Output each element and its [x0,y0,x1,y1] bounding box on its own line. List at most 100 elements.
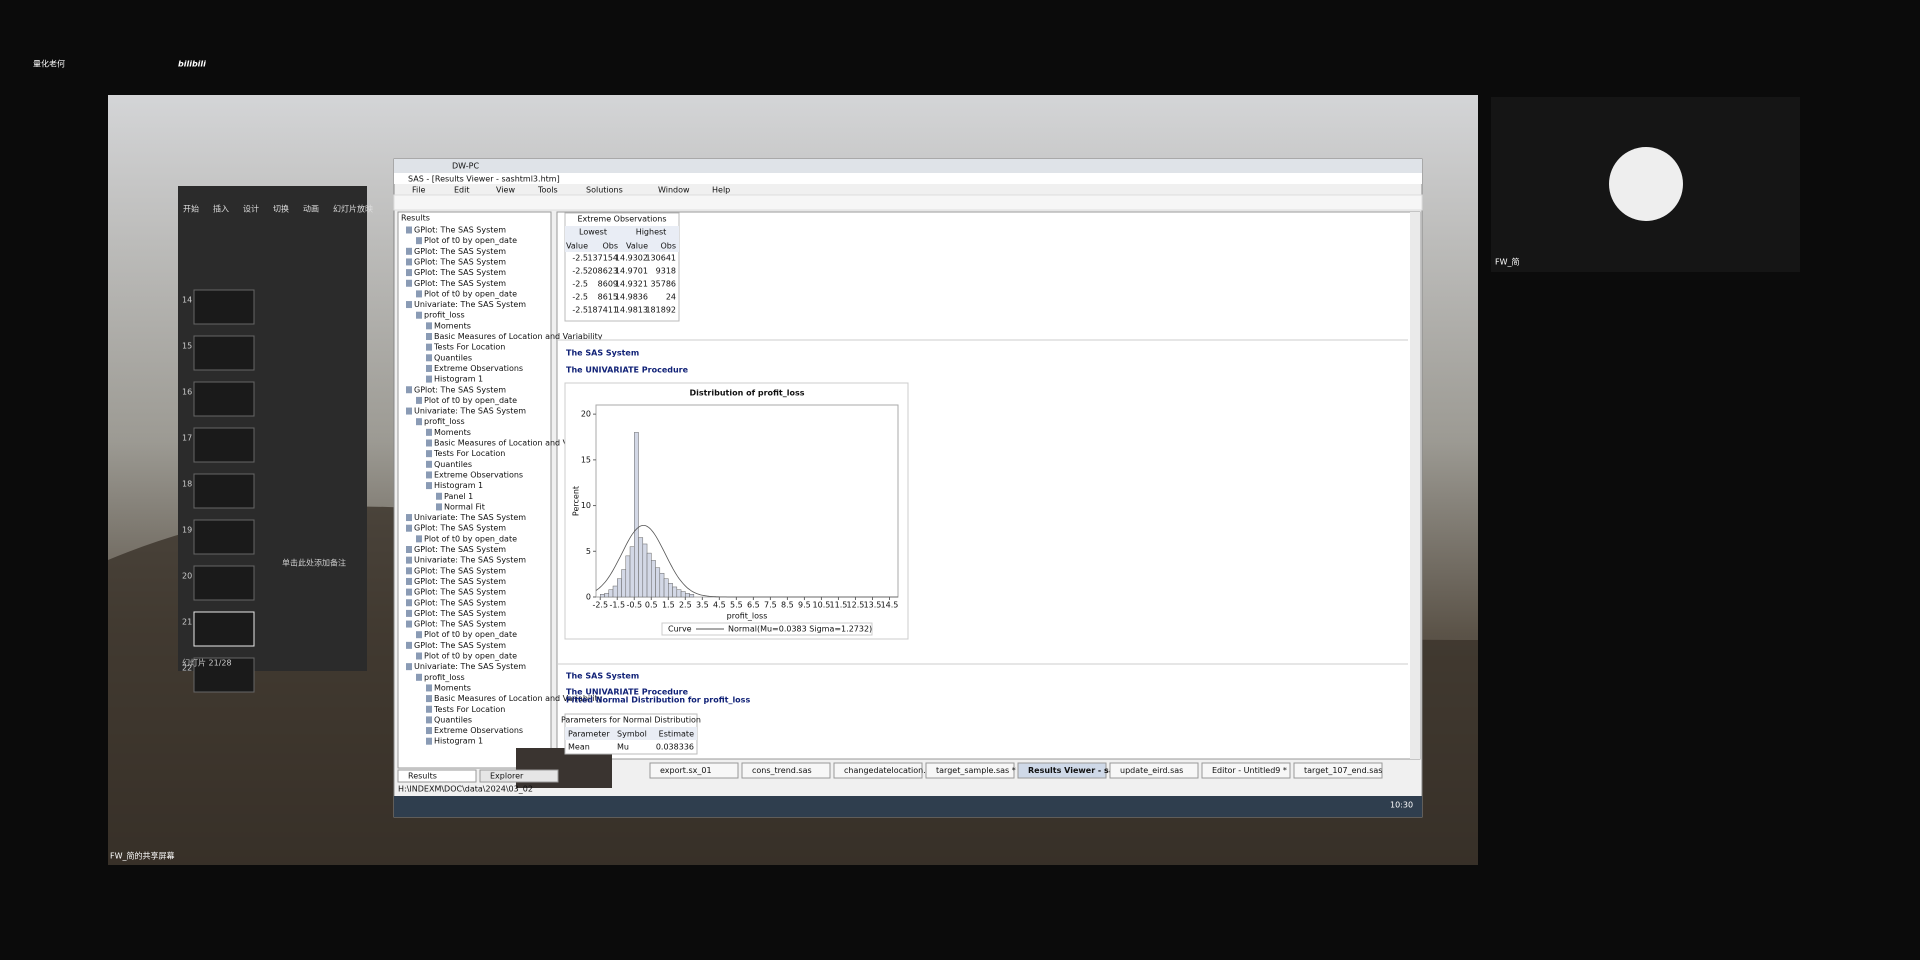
tree-item[interactable]: Histogram 1 [434,375,483,384]
tree-item[interactable]: GPlot: The SAS System [414,588,506,597]
window-tab-label[interactable]: cons_trend.sas [752,766,812,775]
tree-item[interactable]: Basic Measures of Location and Variabili… [434,332,603,341]
normal-curve [595,525,898,598]
tree-item[interactable]: Normal Fit [444,502,485,511]
tree-item[interactable]: GPlot: The SAS System [414,279,506,288]
tree-icon [426,450,432,458]
panel-tab[interactable] [397,769,477,783]
tree-item[interactable]: Basic Measures of Location and Variabili… [434,694,603,703]
tree-item[interactable]: Basic Measures of Location and Variabili… [434,439,603,448]
tree-item[interactable]: profit_loss [424,417,465,426]
ppt-tab[interactable]: 动画 [303,204,319,214]
tree-item[interactable]: GPlot: The SAS System [414,566,506,575]
panel-tab-label[interactable]: Explorer [490,772,524,781]
window-tab-label[interactable]: changedatelocation.sas [844,766,939,775]
window-tab[interactable] [1017,762,1107,779]
tree-item[interactable]: Panel 1 [444,492,473,501]
tree-item[interactable]: Plot of t0 by open_date [424,534,517,543]
tree-item[interactable]: Plot of t0 by open_date [424,396,517,405]
tree-item[interactable]: Tests For Location [433,343,505,352]
menu-item[interactable]: Solutions [586,186,623,195]
window-tab[interactable] [925,762,1015,779]
window-tab[interactable] [1201,762,1291,779]
window-tab-label[interactable]: target_sample.sas * [936,766,1016,775]
tree-item[interactable]: Plot of t0 by open_date [424,652,517,661]
tree-item[interactable]: Histogram 1 [434,481,483,490]
tree-item[interactable]: Univariate: The SAS System [414,300,526,309]
tree-item[interactable]: Univariate: The SAS System [414,407,526,416]
slide-thumbnail[interactable] [193,611,255,647]
tree-item[interactable]: Univariate: The SAS System [414,513,526,522]
menu-item[interactable]: Tools [537,186,558,195]
tree-item[interactable]: GPlot: The SAS System [414,641,506,650]
window-tab-label[interactable]: target_107_end.sas [1304,766,1382,775]
window-tab-label[interactable]: update_eird.sas [1120,766,1183,775]
menu-item[interactable]: View [496,186,515,195]
tree-item[interactable]: Extreme Observations [434,470,523,479]
tree-item[interactable]: GPlot: The SAS System [414,524,506,533]
browser-tab: DW-PC [452,162,479,171]
slide-thumbnail[interactable] [193,473,255,509]
slide-thumbnail[interactable] [193,519,255,555]
slide-thumbnail[interactable] [193,381,255,417]
slide-thumbnail[interactable] [193,427,255,463]
menu-item[interactable]: Help [712,186,730,195]
tree-item[interactable]: profit_loss [424,673,465,682]
window-tab[interactable] [741,762,831,779]
ppt-tab[interactable]: 设计 [243,204,259,214]
tree-item[interactable]: GPlot: The SAS System [414,545,506,554]
table-cell: -2.5 [572,267,588,276]
tree-item[interactable]: Univariate: The SAS System [414,662,526,671]
window-tab[interactable] [1293,762,1383,779]
tree-item[interactable]: Quantiles [434,715,472,724]
tree-item[interactable]: Moments [434,683,471,692]
tree-item[interactable]: Univariate: The SAS System [414,556,526,565]
panel-tab-label[interactable]: Results [408,772,437,781]
tree-item[interactable]: Tests For Location [433,705,505,714]
tree-item[interactable]: Histogram 1 [434,737,483,746]
window-tab-label[interactable]: export.sx_01 [660,766,712,775]
tree-item[interactable]: Plot of t0 by open_date [424,630,517,639]
scrollbar[interactable] [1410,212,1420,759]
ppt-tab[interactable]: 插入 [213,204,229,214]
window-tab[interactable] [649,762,739,779]
tree-item[interactable]: Moments [434,428,471,437]
window-tab-label[interactable]: Results Viewer - sas... [1028,766,1128,775]
table-header [565,226,679,252]
tree-item[interactable]: GPlot: The SAS System [414,609,506,618]
tree-item[interactable]: GPlot: The SAS System [414,268,506,277]
tree-item[interactable]: GPlot: The SAS System [414,577,506,586]
ppt-tab[interactable]: 切换 [273,204,289,214]
tree-item[interactable]: Moments [434,321,471,330]
window-tab[interactable] [1109,762,1199,779]
tree-item[interactable]: Quantiles [434,460,472,469]
window-tab-label[interactable]: Editor - Untitled9 * [1212,766,1287,775]
bar [612,585,618,598]
tree-item[interactable]: Extreme Observations [434,364,523,373]
panel-tab[interactable] [479,769,559,783]
share-label: FW_简的共享屏幕 [110,851,175,861]
ppt-tab[interactable]: 开始 [183,204,199,214]
tree-item[interactable]: profit_loss [424,311,465,320]
tree-item[interactable]: GPlot: The SAS System [414,620,506,629]
tree-item[interactable]: Extreme Observations [434,726,523,735]
slide-thumbnail[interactable] [193,335,255,371]
menu-item[interactable]: File [412,186,425,195]
x-tick-label: -0.5 [626,601,642,610]
tree-item[interactable]: GPlot: The SAS System [414,598,506,607]
ppt-tab[interactable]: 幻灯片放映 [333,204,373,214]
tree-item[interactable]: GPlot: The SAS System [414,247,506,256]
menu-item[interactable]: Edit [454,186,470,195]
window-tab[interactable] [833,762,923,779]
tree-item[interactable]: GPlot: The SAS System [414,385,506,394]
tree-item[interactable]: Tests For Location [433,449,505,458]
slide-thumbnail[interactable] [193,289,255,325]
menu-item[interactable]: Window [658,186,690,195]
tree-item[interactable]: Plot of t0 by open_date [424,236,517,245]
tree-item[interactable]: GPlot: The SAS System [414,257,506,266]
tree-item[interactable]: GPlot: The SAS System [414,226,506,235]
tree-item[interactable]: Quantiles [434,353,472,362]
slide-thumbnail[interactable] [193,565,255,601]
slide-thumbnail[interactable] [193,657,255,693]
tree-item[interactable]: Plot of t0 by open_date [424,289,517,298]
